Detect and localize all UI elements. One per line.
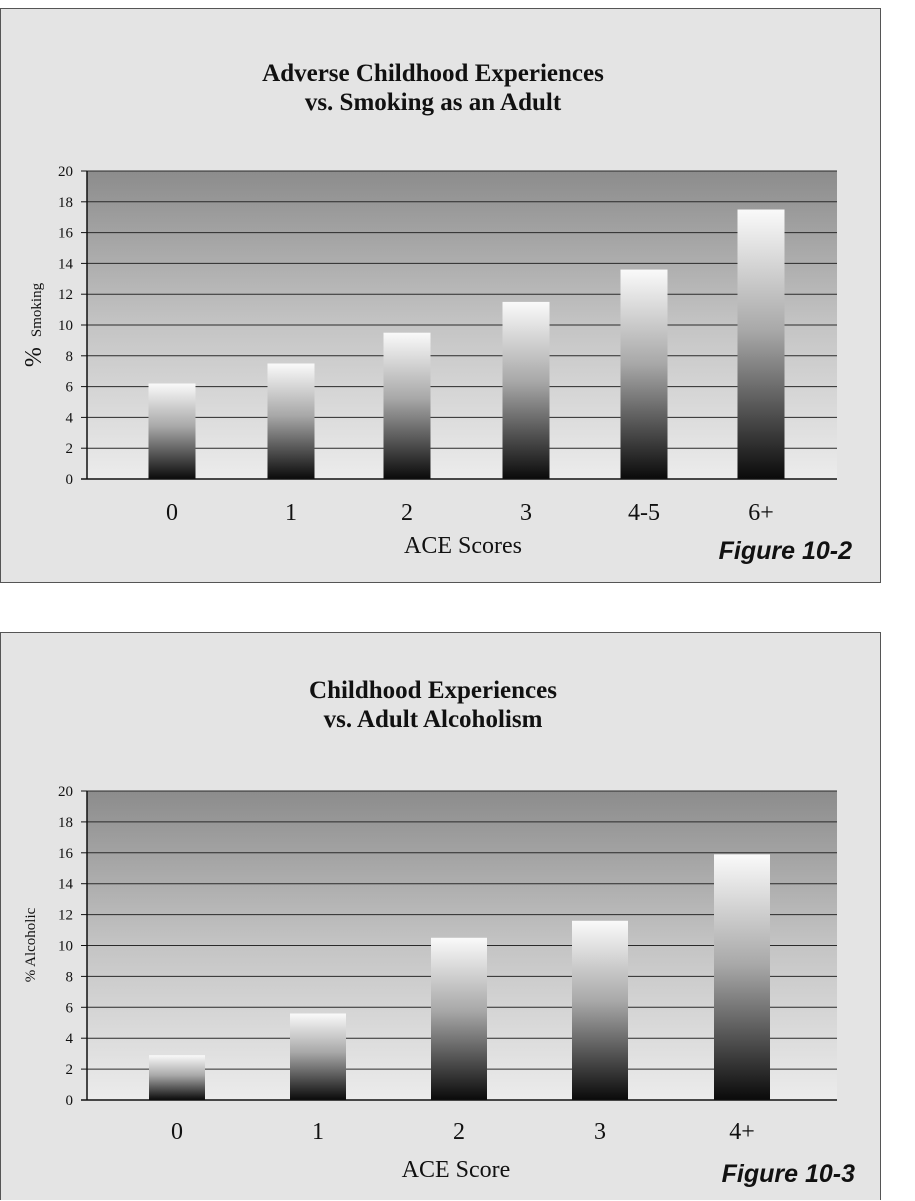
x-tick-label: 2 [453,1119,465,1145]
x-tick-label: 1 [285,500,297,526]
y-tick-label: 20 [58,164,73,180]
bar-0 [149,1055,205,1100]
y-tick-label: 6 [66,380,74,396]
x-tick-label: 0 [166,500,178,526]
y-tick-label: 2 [66,441,74,457]
bar-6+ [737,209,785,479]
bars [149,854,770,1100]
y-tick-label: 16 [58,846,74,862]
y-tick-labels: 0 2 4 6 8 10 12 14 16 18 20 [58,164,74,488]
x-tick-label: 1 [312,1119,324,1145]
y-tick-label: 6 [66,1000,74,1016]
chart-panel-smoking: Adverse Childhood Experiences vs. Smokin… [0,8,881,583]
y-tick-label: 16 [58,226,74,242]
y-tick-label: 8 [66,969,74,985]
bar-2 [383,332,431,479]
y-tick-label: 8 [66,349,74,365]
gridlines [87,170,837,480]
bar-2 [431,937,487,1100]
smoking-chart: Adverse Childhood Experiences vs. Smokin… [21,60,852,565]
y-axis-label: % Smoking [21,282,47,367]
y-tick-label: 12 [58,908,73,924]
x-axis-label: ACE Scores [404,533,522,559]
bar-3 [572,920,628,1100]
y-tick-label: 14 [58,877,74,893]
y-tick-label: 4 [66,410,74,426]
y-tick-label: 0 [66,472,74,488]
x-tick-label: 6+ [748,500,774,526]
bar-4+ [714,854,770,1100]
x-tick-labels: 0 1 2 3 4+ [171,1119,755,1145]
alcoholism-chart: Childhood Experiences vs. Adult Alcoholi… [23,677,855,1188]
x-tick-label: 3 [520,500,532,526]
bar-1 [267,363,315,479]
bar-1 [290,1013,346,1100]
x-tick-label: 2 [401,500,413,526]
bar-0 [148,383,196,479]
chart-title-line-2: vs. Adult Alcoholism [324,706,543,733]
x-tick-label: 4-5 [628,500,660,526]
chart-title-line-2: vs. Smoking as an Adult [305,89,562,116]
figure-label: Figure 10-2 [719,537,852,565]
x-tick-labels: 0 1 2 3 4-5 6+ [166,500,774,526]
y-axis-label: % Alcoholic [23,907,39,982]
x-tick-label: 3 [594,1119,606,1145]
y-tick-labels: 0 2 4 6 8 10 12 14 16 18 20 [58,784,74,1109]
y-tick-label: 12 [58,287,73,303]
y-tick-label: 14 [58,256,74,272]
bar-4-5 [620,269,668,479]
y-tick-label: 18 [58,815,73,831]
y-axis-label-percent: % [21,347,47,367]
axes [81,170,837,480]
y-tick-label: 4 [66,1031,74,1047]
bar-3 [502,301,550,479]
chart-title-line-1: Childhood Experiences [309,677,557,704]
figure-label: Figure 10-3 [722,1160,855,1188]
y-tick-label: 18 [58,195,73,211]
x-tick-label: 4+ [729,1119,755,1145]
y-tick-label: 20 [58,784,73,800]
x-axis-label: ACE Score [402,1157,511,1183]
bars [148,209,785,479]
y-tick-label: 2 [66,1062,74,1078]
axes [81,790,837,1101]
y-tick-label: 10 [58,318,73,334]
x-tick-label: 0 [171,1119,183,1145]
y-tick-label: 0 [66,1093,74,1109]
chart-title-line-1: Adverse Childhood Experiences [262,60,604,87]
y-tick-label: 10 [58,939,73,955]
chart-panel-alcoholism: Childhood Experiences vs. Adult Alcoholi… [0,632,881,1200]
y-axis-label-word: Smoking [29,282,45,337]
